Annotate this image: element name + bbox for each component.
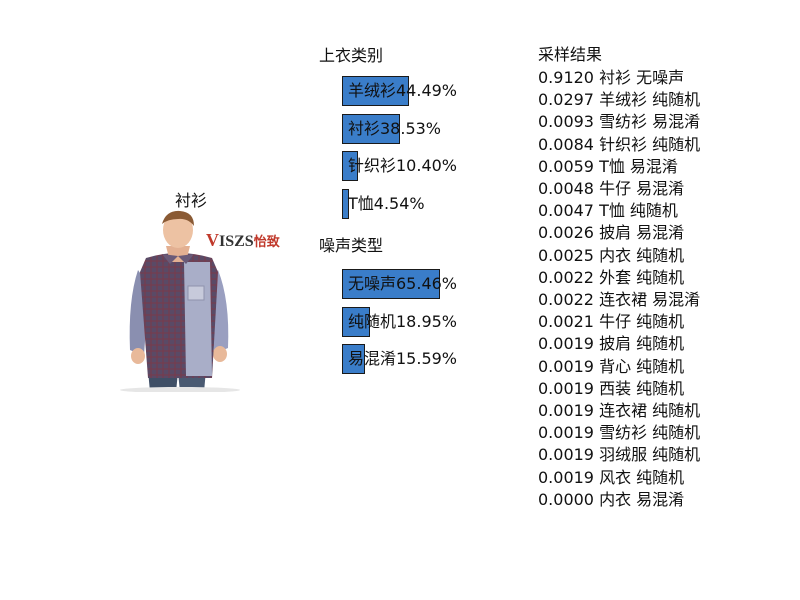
result-row: 0.0022 外套 纯随机 [538, 267, 685, 287]
result-row: 0.0084 针织衫 纯随机 [538, 134, 701, 154]
result-row: 0.0019 风衣 纯随机 [538, 467, 685, 487]
person-in-shirt-image [120, 210, 240, 392]
result-row: 0.0048 牛仔 易混淆 [538, 179, 685, 199]
result-row: 0.9120 衬衫 无噪声 [538, 68, 685, 87]
result-row: 0.0059 T恤 易混淆 [538, 156, 678, 176]
photo-caption: 衬衫 [175, 191, 208, 210]
bar [342, 113, 400, 144]
brand-logo: VISZS怡致 [206, 230, 280, 250]
chart-title-noise-type: 噪声类型 [319, 236, 384, 255]
result-row: 0.0026 披肩 易混淆 [538, 223, 685, 243]
result-row: 0.0019 背心 纯随机 [538, 356, 685, 376]
result-row: 0.0022 连衣裙 易混淆 [538, 290, 701, 310]
bar-label: 羊绒衫44.49% [348, 81, 458, 100]
bar-label: 无噪声65.46% [348, 274, 458, 293]
result-row: 0.0000 内衣 易混淆 [538, 489, 685, 509]
result-row: 0.0021 牛仔 纯随机 [538, 312, 685, 332]
result-row: 0.0047 T恤 纯随机 [538, 201, 678, 221]
result-row: 0.0019 羽绒服 纯随机 [538, 445, 701, 465]
bar-label: 衬衫38.53% [348, 118, 442, 138]
bar-label: T恤4.54% [348, 193, 425, 213]
bar-label: 纯随机18.95% [348, 311, 458, 331]
product-photo: VISZS怡致 [100, 210, 284, 392]
sampling-results: 采样结果 0.9120 衬衫 无噪声 0.0297 羊绒衫 纯随机 0.0093 雪… [538, 45, 700, 511]
bar [342, 269, 441, 299]
result-row: 0.0093 雪纺衫 易混淆 [538, 112, 701, 132]
bar [342, 344, 366, 374]
results-title: 采样结果 [538, 45, 603, 64]
results-list: 0.9120 衬衫 无噪声 0.0297 羊绒衫 纯随机 0.0093 雪纺衫 易混… [538, 67, 700, 511]
result-row: 0.0019 连衣裙 纯随机 [538, 401, 701, 421]
result-row: 0.0019 雪纺衫 纯随机 [538, 423, 701, 443]
bar [342, 188, 349, 219]
result-row: 0.0019 披肩 纯随机 [538, 334, 685, 354]
bar [342, 306, 371, 337]
bar-label: 针织衫10.40% [348, 156, 458, 175]
bar [342, 76, 409, 106]
bar-label: 易混淆15.59% [348, 349, 458, 368]
result-row: 0.0019 西装 纯随机 [538, 378, 685, 398]
result-row: 0.0025 内衣 纯随机 [538, 245, 685, 265]
chart-title-top-category: 上衣类别 [319, 46, 384, 65]
bar [342, 151, 358, 181]
result-row: 0.0297 羊绒衫 纯随机 [538, 90, 701, 110]
